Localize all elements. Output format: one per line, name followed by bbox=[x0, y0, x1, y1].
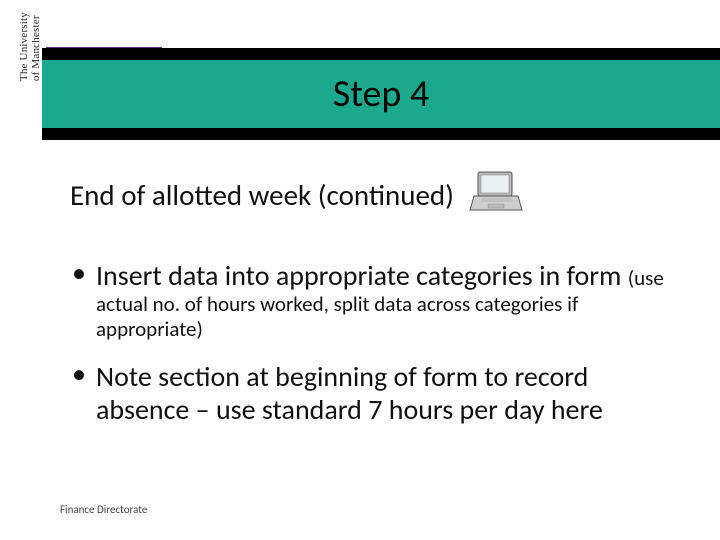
footer-text: Finance Directorate bbox=[60, 503, 147, 516]
subtitle: End of allotted week (continued) bbox=[70, 177, 454, 213]
subtitle-row: End of allotted week (continued) bbox=[70, 170, 680, 219]
list-item: Note section at beginning of form to rec… bbox=[66, 360, 680, 426]
bullet-list: Insert data into appropriate categories … bbox=[60, 259, 680, 426]
list-item: Insert data into appropriate categories … bbox=[66, 259, 680, 342]
content-area: End of allotted week (continued) Insert … bbox=[60, 170, 680, 444]
bullet-main: Insert data into appropriate categories … bbox=[96, 258, 628, 293]
header-band: Step 4 bbox=[42, 60, 720, 128]
institution-line1: The University bbox=[18, 12, 30, 81]
institution-name: The University of Manchester bbox=[18, 12, 42, 81]
laptop-icon bbox=[468, 170, 524, 219]
bullet-main: Note section at beginning of form to rec… bbox=[96, 359, 603, 427]
page-title: Step 4 bbox=[333, 71, 430, 117]
institution-line2: of Manchester bbox=[30, 15, 42, 81]
